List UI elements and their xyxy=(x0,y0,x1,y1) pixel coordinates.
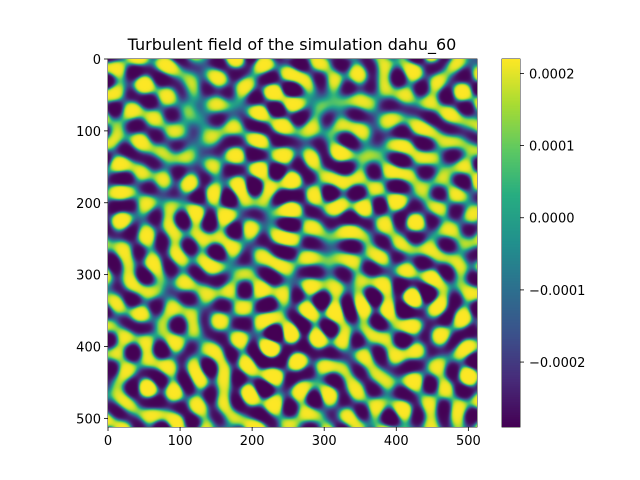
x-tick-label: 400 xyxy=(384,434,409,449)
y-tick-label: 500 xyxy=(76,412,101,427)
y-tick-label: 200 xyxy=(76,197,101,212)
x-tick-label: 300 xyxy=(312,434,337,449)
x-tick-label: 100 xyxy=(168,434,193,449)
y-tick-label: 100 xyxy=(76,125,101,140)
colorbar-axes: 0.0002 0.0001 0.0000 −0.0001 −0.0002 xyxy=(501,58,585,428)
x-tick-label: 0 xyxy=(104,434,112,449)
heatmap-image xyxy=(108,59,477,427)
y-tick-label: 300 xyxy=(76,269,101,284)
chart-title: Turbulent field of the simulation dahu_6… xyxy=(127,35,457,55)
colorbar-tick-label: 0.0001 xyxy=(529,140,575,155)
y-tick-label: 400 xyxy=(76,341,101,356)
x-tick-label: 500 xyxy=(456,434,481,449)
colorbar-gradient xyxy=(502,59,520,427)
colorbar-tick-label: 0.0000 xyxy=(529,212,575,227)
colorbar-tick-label: −0.0002 xyxy=(529,356,585,371)
x-tick-label: 200 xyxy=(240,434,265,449)
colorbar-tick-label: −0.0001 xyxy=(529,284,585,299)
colorbar-tick-label: 0.0002 xyxy=(529,67,575,82)
y-tick-label: 0 xyxy=(93,53,101,68)
